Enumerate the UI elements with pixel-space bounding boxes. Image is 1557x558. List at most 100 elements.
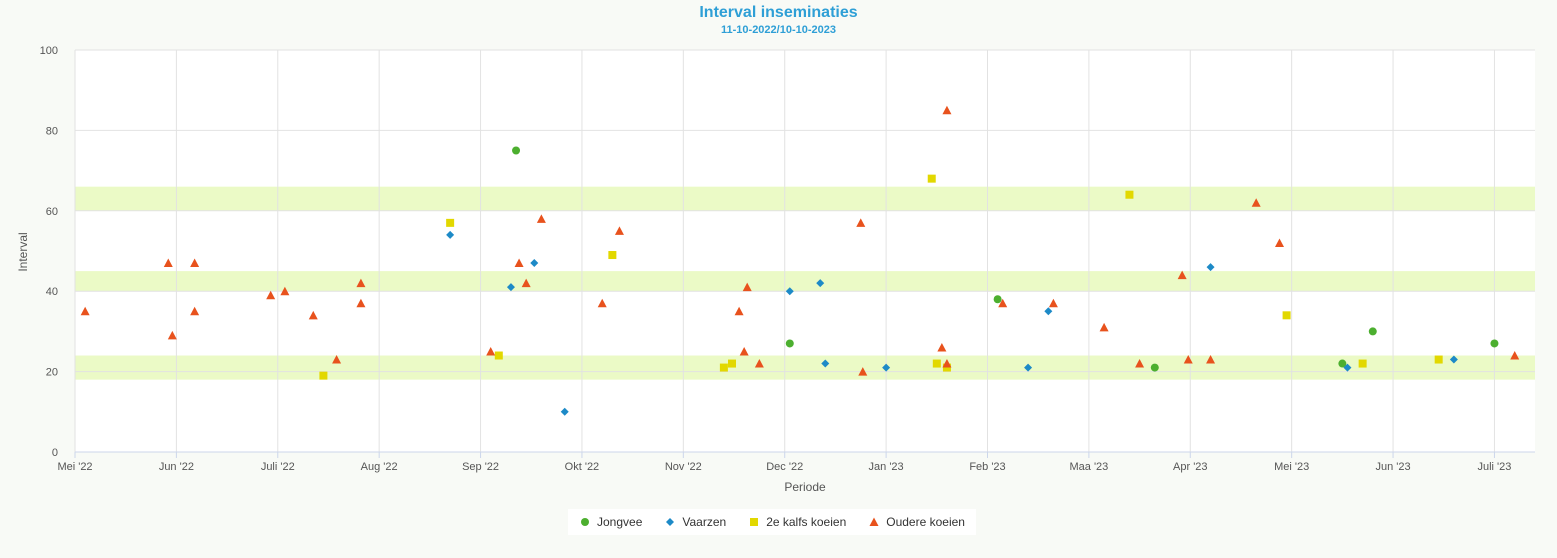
- data-point[interactable]: [190, 306, 200, 316]
- data-point[interactable]: [937, 342, 947, 352]
- data-point[interactable]: [308, 310, 318, 320]
- y-tick-label: 20: [46, 367, 58, 379]
- legend-item-2e-kalfs-koeien[interactable]: 2e kalfs koeien: [748, 515, 846, 529]
- grid-lines: [74, 49, 1535, 453]
- x-tick-label: Dec '22: [766, 461, 803, 473]
- data-point[interactable]: [1150, 363, 1159, 372]
- data-point[interactable]: [521, 278, 531, 288]
- y-tick-label: 100: [40, 45, 58, 57]
- data-point[interactable]: [1024, 363, 1033, 372]
- legend-label: Vaarzen: [682, 515, 727, 529]
- legend-marker[interactable]: [581, 518, 589, 526]
- data-point[interactable]: [1358, 359, 1367, 368]
- data-point[interactable]: [266, 290, 276, 300]
- legend: Jongvee Vaarzen 2e kalfs koeien Oudere koei…: [568, 509, 976, 535]
- data-point[interactable]: [728, 359, 736, 368]
- data-point[interactable]: [1510, 351, 1520, 360]
- data-point[interactable]: [560, 407, 569, 416]
- data-point[interactable]: [1343, 363, 1352, 372]
- data-point[interactable]: [739, 347, 749, 356]
- data-point[interactable]: [356, 278, 366, 288]
- data-point[interactable]: [486, 347, 496, 356]
- data-point[interactable]: [993, 295, 1002, 304]
- data-point[interactable]: [163, 258, 173, 268]
- data-point[interactable]: [785, 339, 794, 348]
- data-point[interactable]: [719, 363, 728, 372]
- data-point[interactable]: [942, 359, 952, 368]
- legend-item-oudere-koeien[interactable]: Oudere koeien: [868, 515, 965, 529]
- chart-subtitle: 11-10-2022/10-10-2023: [721, 24, 836, 36]
- data-point[interactable]: [319, 371, 328, 380]
- y-axis-label: Interval: [16, 232, 30, 271]
- data-point[interactable]: [614, 226, 624, 235]
- legend-item-jongvee[interactable]: Jongvee: [579, 515, 642, 529]
- data-point[interactable]: [280, 286, 290, 296]
- data-point[interactable]: [742, 282, 752, 292]
- reference-band: [75, 186, 1535, 211]
- data-point[interactable]: [167, 330, 177, 340]
- data-point[interactable]: [1125, 190, 1134, 199]
- data-point[interactable]: [446, 230, 455, 239]
- x-tick-label: Maa '23: [1069, 461, 1108, 473]
- data-point[interactable]: [1048, 298, 1058, 308]
- data-point[interactable]: [998, 298, 1008, 308]
- data-point[interactable]: [856, 218, 866, 227]
- series-oudere-koeien: [80, 105, 1520, 376]
- data-point[interactable]: [1044, 307, 1053, 316]
- data-point[interactable]: [190, 258, 200, 268]
- x-tick-label: Juli '22: [261, 461, 295, 473]
- y-tick-label: 60: [46, 206, 58, 218]
- data-point[interactable]: [1206, 263, 1215, 272]
- square-icon: [750, 518, 759, 526]
- data-point[interactable]: [1275, 238, 1284, 247]
- data-point[interactable]: [1368, 327, 1377, 336]
- data-point[interactable]: [1183, 355, 1193, 364]
- data-point[interactable]: [514, 258, 524, 268]
- data-point[interactable]: [1434, 355, 1443, 364]
- data-point[interactable]: [1338, 359, 1347, 368]
- data-point[interactable]: [536, 214, 546, 223]
- data-point[interactable]: [446, 218, 455, 227]
- data-point[interactable]: [506, 283, 515, 292]
- data-point[interactable]: [512, 146, 521, 155]
- data-point[interactable]: [1206, 355, 1216, 364]
- x-tick-label: Juli '23: [1477, 461, 1511, 473]
- data-point[interactable]: [734, 306, 744, 316]
- data-point[interactable]: [942, 105, 952, 115]
- data-point[interactable]: [858, 367, 868, 376]
- data-point[interactable]: [356, 298, 366, 308]
- x-tick-label: Sep '22: [462, 461, 499, 473]
- data-point[interactable]: [821, 359, 830, 368]
- legend-marker[interactable]: [666, 518, 675, 526]
- data-point[interactable]: [785, 287, 794, 296]
- data-point[interactable]: [1099, 322, 1109, 332]
- data-point[interactable]: [80, 306, 90, 316]
- data-point[interactable]: [882, 363, 891, 372]
- data-point[interactable]: [608, 251, 617, 260]
- data-point[interactable]: [494, 351, 503, 360]
- data-point[interactable]: [1490, 339, 1499, 348]
- data-point[interactable]: [1177, 270, 1187, 280]
- data-point[interactable]: [1135, 359, 1145, 368]
- data-point[interactable]: [1282, 311, 1291, 320]
- axes: 0 20 40 60 80 100 Mei '22 Jun '22 Juli '22 Aug '2…: [40, 45, 1535, 473]
- data-point[interactable]: [927, 174, 936, 183]
- data-point[interactable]: [332, 355, 342, 364]
- data-point[interactable]: [932, 359, 941, 368]
- data-point[interactable]: [597, 298, 607, 308]
- data-points: [80, 105, 1520, 416]
- data-point[interactable]: [942, 363, 951, 372]
- reference-band: [75, 271, 1535, 292]
- legend-marker[interactable]: [869, 517, 879, 527]
- legend-item-vaarzen[interactable]: Vaarzen: [664, 515, 726, 529]
- legend-marker[interactable]: [750, 518, 759, 526]
- data-point[interactable]: [1251, 198, 1261, 207]
- legend-label: Jongvee: [597, 515, 643, 529]
- data-point[interactable]: [1449, 355, 1458, 364]
- data-point[interactable]: [816, 279, 825, 288]
- x-tick-label: Okt '22: [565, 461, 600, 473]
- scatter-chart: 0 20 40 60 80 100 Mei '22 Jun '22 Juli '22 Aug '2…: [16, 45, 1535, 494]
- data-point[interactable]: [754, 359, 764, 368]
- data-point[interactable]: [530, 259, 539, 268]
- series-vaarzen: [446, 230, 1458, 416]
